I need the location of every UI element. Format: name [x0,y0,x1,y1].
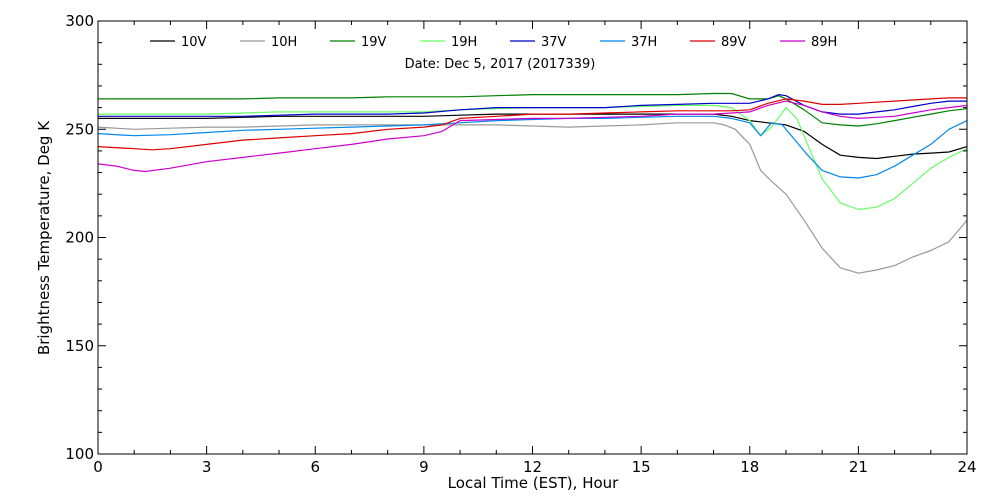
x-tick-label: 12 [523,458,542,476]
legend-label-37v: 37V [541,35,567,50]
series-line-37v [98,93,967,117]
x-tick-label: 6 [310,458,320,476]
series-line-19v [98,92,968,127]
legend-label-19v: 19V [361,35,387,50]
series-line-10h [97,122,968,274]
x-tick-label: 15 [632,458,651,476]
legend: 10V 10H 19V 19H 37V 37H 89V 89H [150,35,837,50]
date-subtitle: Date: Dec 5, 2017 (2017339) [405,57,596,72]
series-lines [97,92,968,274]
legend-label-10v: 10V [181,35,207,50]
y-tick-label: 100 [65,445,94,463]
series-line-10v [98,113,968,160]
x-axis-title: Local Time (EST), Hour [448,474,619,492]
series-line-19h [98,104,968,210]
y-tick-label: 250 [65,120,94,138]
plot-frame [97,20,968,455]
x-tick-label: 9 [419,458,429,476]
y-tick-label: 200 [65,229,94,247]
series-line-89h [97,100,968,173]
legend-label-37h: 37H [631,35,657,50]
y-tick-label: 300 [65,12,94,30]
legend-label-89h: 89H [811,35,837,50]
axis-ticks: 0 3 6 9 12 15 18 21 24 100 150 200 250 300 [65,12,976,476]
x-tick-label: 0 [93,458,103,476]
series-line-37h [97,115,968,179]
x-tick-label: 3 [202,458,212,476]
x-tick-label: 18 [740,458,759,476]
legend-label-19h: 19H [451,35,477,50]
series-line-89v [97,97,967,151]
legend-label-89v: 89V [721,35,747,50]
x-tick-label: 21 [849,458,868,476]
y-tick-label: 150 [65,337,94,355]
x-tick-label: 24 [957,458,976,476]
y-axis-title: Brightness Temperature, Deg K [35,120,53,355]
legend-label-10h: 10H [271,35,297,50]
